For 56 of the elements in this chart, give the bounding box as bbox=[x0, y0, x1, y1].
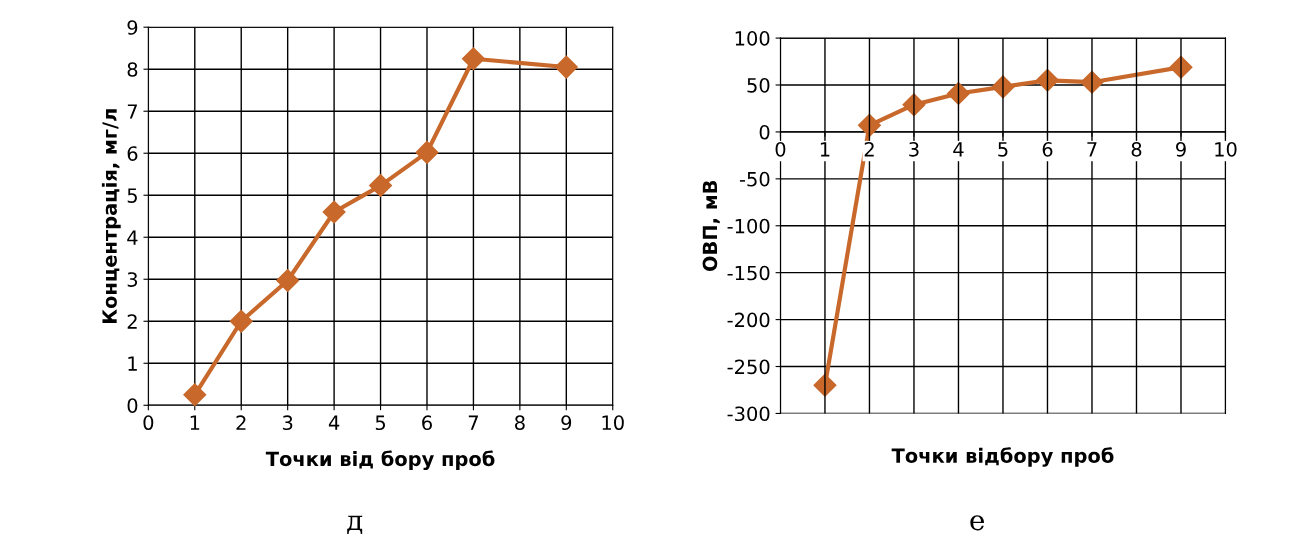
y-tick-label: 50 bbox=[747, 77, 770, 93]
y-tick-label: -300 bbox=[727, 406, 770, 422]
y-tick-label: 100 bbox=[735, 31, 770, 46]
point bbox=[857, 113, 881, 137]
y-tick-label: 5 bbox=[127, 188, 137, 203]
y-tick-label: 4 bbox=[127, 230, 138, 245]
y-tick-label: 7 bbox=[127, 104, 137, 119]
x-tick-label: 3 bbox=[282, 415, 293, 431]
y-tick-label: 0 bbox=[127, 398, 138, 413]
point bbox=[229, 309, 253, 333]
x-axis-title: Точки відбору проб bbox=[891, 447, 1114, 467]
x-tick-label: 4 bbox=[953, 142, 964, 157]
x-tick-label: 10 bbox=[602, 415, 624, 431]
y-tick-label: -150 bbox=[727, 265, 770, 281]
point bbox=[461, 47, 485, 71]
x-tick-label: 3 bbox=[909, 141, 919, 157]
x-tick-label: 6 bbox=[1042, 141, 1053, 157]
x-tick-label: 8 bbox=[515, 415, 525, 431]
x-tick-label: 7 bbox=[1087, 142, 1097, 157]
y-tick-label: 3 bbox=[127, 272, 138, 287]
point bbox=[276, 269, 300, 293]
x-tick-label: 2 bbox=[864, 141, 874, 157]
point bbox=[1035, 68, 1059, 92]
x-tick-label: 7 bbox=[468, 415, 478, 430]
y-tick-label: 2 bbox=[127, 314, 137, 329]
point bbox=[554, 55, 578, 79]
x-tick-label: 2 bbox=[236, 415, 246, 430]
x-tick-label: 9 bbox=[1176, 141, 1186, 157]
point bbox=[415, 140, 439, 164]
y-axis-title: Концентрація, мг/л bbox=[101, 109, 121, 324]
x-tick-label: 1 bbox=[190, 415, 200, 430]
y-axis-title: ОВП, мВ bbox=[702, 180, 720, 272]
y-tick-label: 0 bbox=[759, 124, 770, 140]
x-tick-label: 0 bbox=[775, 141, 786, 157]
x-tick-label: 6 bbox=[422, 415, 432, 431]
x-tick-label: 4 bbox=[328, 415, 340, 430]
x-tick-label: 10 bbox=[1215, 141, 1237, 157]
point bbox=[183, 383, 207, 407]
y-tick-label: 8 bbox=[127, 62, 138, 77]
x-tick-label: 8 bbox=[1131, 141, 1142, 157]
x-axis-title: Точки від бору проб bbox=[265, 450, 495, 471]
x-tick-label: 9 bbox=[561, 415, 572, 431]
x-tick-label: 5 bbox=[375, 415, 386, 431]
y-tick-label: 1 bbox=[128, 356, 137, 371]
point bbox=[369, 174, 393, 198]
x-tick-label: 0 bbox=[143, 415, 154, 431]
text: д bbox=[347, 515, 363, 534]
y-tick-label: -50 bbox=[739, 171, 770, 187]
point bbox=[322, 200, 346, 224]
y-tick-label: 9 bbox=[127, 20, 138, 35]
x-tick-label: 1 bbox=[820, 142, 830, 157]
y-tick-label: -200 bbox=[727, 312, 770, 328]
y-tick-label: -250 bbox=[727, 359, 770, 375]
y-tick-label: -100 bbox=[727, 218, 770, 234]
text: е bbox=[970, 515, 985, 531]
x-tick-label: 5 bbox=[998, 142, 1008, 157]
